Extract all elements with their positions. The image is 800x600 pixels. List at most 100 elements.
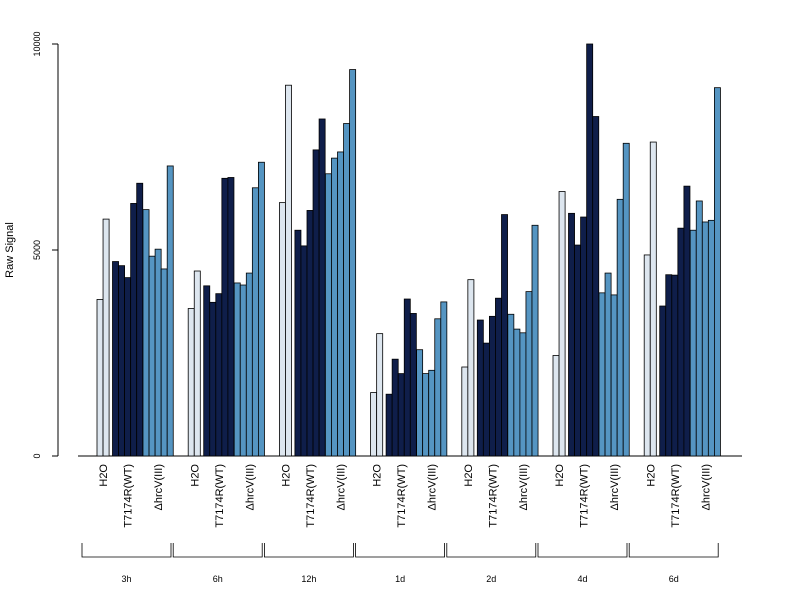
bar	[312, 149, 320, 457]
bar	[403, 298, 411, 457]
bar	[118, 265, 126, 457]
bar	[349, 69, 357, 457]
bar	[239, 284, 247, 457]
bar	[391, 358, 399, 457]
bar	[558, 191, 566, 457]
bar	[707, 219, 715, 457]
time-group-bracket	[355, 543, 445, 558]
condition-label: ΔhrcV(III)	[153, 464, 165, 510]
y-tick-label: 0	[32, 453, 42, 458]
bar	[300, 245, 308, 457]
time-group-bracket	[446, 543, 537, 558]
bar	[671, 274, 679, 457]
condition-label: H2O	[463, 464, 475, 487]
bar	[337, 151, 344, 457]
bar	[409, 313, 417, 457]
bar	[422, 373, 430, 457]
bar	[604, 272, 612, 457]
bar	[568, 212, 575, 457]
bar	[124, 277, 132, 457]
bar	[215, 293, 223, 457]
bar	[525, 291, 533, 457]
bar	[434, 318, 442, 457]
bar	[714, 87, 721, 457]
condition-label: ΔhrcV(III)	[244, 464, 256, 510]
bar	[428, 369, 436, 457]
bar	[580, 216, 588, 457]
bar	[531, 224, 539, 457]
bar	[203, 285, 211, 457]
bar	[683, 185, 691, 457]
time-group-label: 3h	[121, 574, 131, 584]
condition-label: T7174R(WT)	[396, 464, 408, 528]
bar	[343, 123, 350, 457]
bar	[154, 248, 162, 457]
bar	[610, 294, 618, 457]
bar	[221, 177, 229, 457]
bar	[294, 229, 302, 457]
time-group-label: 4d	[577, 574, 587, 584]
bar	[659, 305, 667, 457]
condition-label: ΔhrcV(III)	[518, 464, 530, 510]
bar	[495, 297, 502, 457]
bar	[136, 182, 144, 457]
bar	[643, 254, 651, 457]
bar	[482, 342, 490, 457]
bar	[245, 272, 253, 457]
bar	[187, 308, 195, 457]
condition-label: H2O	[189, 464, 201, 487]
time-group-label: 6h	[213, 574, 223, 584]
y-axis-label: Raw Signal	[4, 222, 16, 278]
bar	[616, 198, 624, 457]
bar	[416, 349, 424, 457]
bar	[285, 84, 292, 457]
bar	[278, 202, 286, 457]
bar	[649, 141, 657, 457]
condition-label: H2O	[372, 464, 384, 487]
bar	[102, 218, 110, 457]
bar	[370, 392, 378, 457]
time-group-bracket	[81, 543, 172, 558]
time-group-label: 12h	[301, 574, 316, 584]
bar	[142, 209, 150, 457]
condition-label: H2O	[554, 464, 566, 487]
time-group-label: 1d	[395, 574, 405, 584]
bar	[592, 116, 600, 457]
bar	[331, 157, 338, 457]
condition-label: T7174R(WT)	[214, 464, 226, 528]
bar	[385, 393, 393, 457]
bar	[112, 261, 119, 457]
bar	[513, 328, 521, 457]
bar	[130, 203, 138, 457]
time-group-bracket	[264, 543, 354, 558]
time-group-brackets: 3h 6h 12h 1d 2d 4d 6d	[81, 543, 719, 584]
bar	[148, 255, 156, 457]
time-group-bracket	[628, 543, 719, 558]
bar	[461, 366, 469, 457]
bar	[257, 161, 265, 457]
y-axis: 0 5000 10000	[32, 31, 59, 459]
condition-label: T7174R(WT)	[579, 464, 591, 528]
bar	[306, 210, 314, 457]
bar	[552, 355, 560, 457]
bar	[476, 319, 484, 457]
time-group-label: 6d	[669, 574, 679, 584]
bar	[233, 282, 241, 457]
bar	[677, 227, 685, 457]
time-group-label: 2d	[486, 574, 496, 584]
bar	[519, 332, 527, 457]
bar	[488, 315, 496, 457]
bar	[440, 301, 448, 457]
bars-layer	[96, 43, 721, 457]
bar	[227, 177, 235, 457]
condition-label: T7174R(WT)	[487, 464, 499, 528]
bar	[695, 200, 703, 457]
bar	[397, 373, 405, 457]
bar	[324, 173, 332, 457]
y-tick-label: 5000	[32, 240, 42, 260]
bar	[701, 221, 709, 457]
condition-label: H2O	[645, 464, 657, 487]
condition-label: ΔhrcV(III)	[609, 464, 621, 510]
condition-label: ΔhrcV(III)	[700, 464, 712, 510]
